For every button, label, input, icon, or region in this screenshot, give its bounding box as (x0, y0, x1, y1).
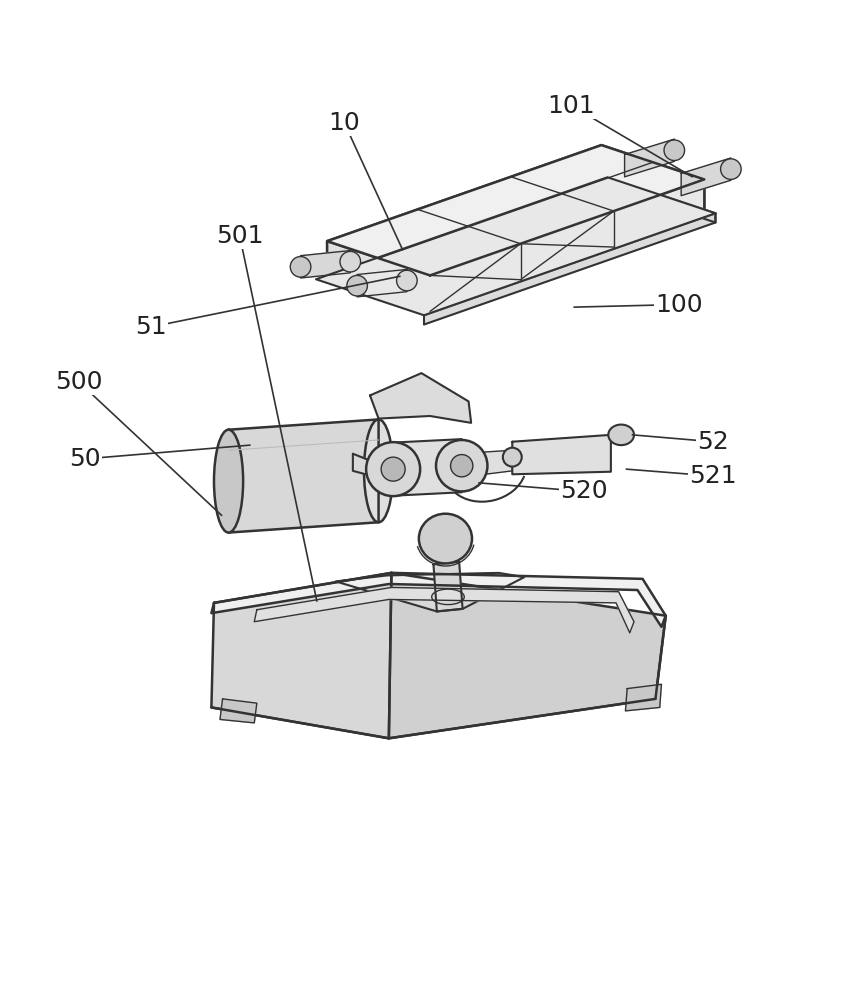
Polygon shape (607, 177, 716, 223)
Polygon shape (212, 573, 391, 738)
Ellipse shape (396, 270, 417, 291)
Text: 51: 51 (136, 315, 167, 339)
Text: 520: 520 (561, 479, 608, 503)
Ellipse shape (347, 275, 367, 296)
Ellipse shape (608, 425, 634, 445)
Polygon shape (327, 145, 704, 275)
Polygon shape (220, 699, 257, 723)
Text: 501: 501 (216, 224, 263, 248)
Polygon shape (424, 213, 716, 325)
Ellipse shape (664, 140, 685, 161)
Polygon shape (300, 251, 350, 278)
Ellipse shape (291, 257, 310, 277)
Polygon shape (212, 573, 666, 627)
Ellipse shape (366, 442, 421, 496)
Polygon shape (316, 177, 716, 315)
Polygon shape (389, 573, 666, 738)
Polygon shape (353, 454, 378, 478)
Polygon shape (471, 450, 513, 476)
Ellipse shape (419, 514, 472, 563)
Polygon shape (327, 145, 601, 277)
Text: 50: 50 (70, 447, 101, 471)
Ellipse shape (721, 159, 741, 179)
Ellipse shape (340, 251, 360, 272)
Text: 100: 100 (654, 293, 703, 317)
Ellipse shape (364, 419, 393, 522)
Ellipse shape (214, 430, 243, 533)
Polygon shape (625, 684, 661, 711)
Polygon shape (433, 562, 463, 611)
Polygon shape (327, 241, 430, 311)
Ellipse shape (503, 448, 522, 467)
Ellipse shape (381, 457, 405, 481)
Text: 521: 521 (689, 464, 737, 488)
Polygon shape (229, 419, 378, 533)
Polygon shape (335, 573, 525, 611)
Ellipse shape (436, 440, 488, 491)
Text: 52: 52 (697, 430, 728, 454)
Polygon shape (370, 373, 471, 423)
Text: 101: 101 (548, 94, 595, 118)
Polygon shape (681, 158, 731, 196)
Polygon shape (624, 139, 674, 177)
Ellipse shape (451, 455, 473, 477)
Text: 10: 10 (329, 111, 360, 135)
Polygon shape (255, 587, 634, 633)
Polygon shape (430, 179, 704, 311)
Polygon shape (513, 435, 611, 474)
Text: 500: 500 (55, 370, 102, 394)
Polygon shape (601, 145, 704, 215)
Polygon shape (393, 439, 462, 496)
Polygon shape (357, 269, 407, 297)
